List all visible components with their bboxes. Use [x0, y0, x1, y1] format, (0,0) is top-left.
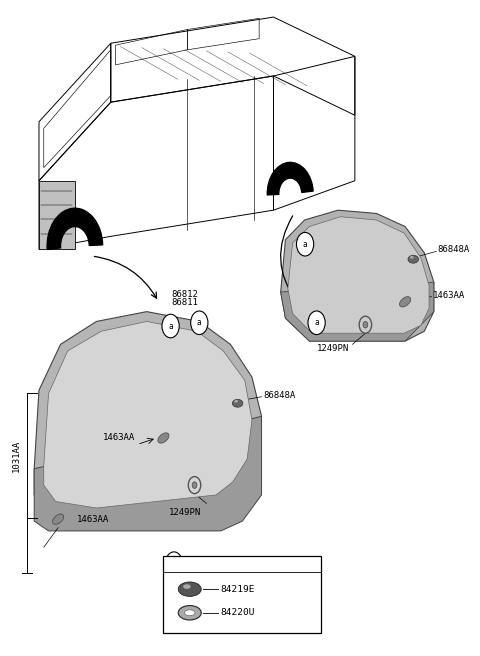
Text: 1249PN: 1249PN [317, 344, 349, 354]
Polygon shape [281, 282, 434, 341]
Ellipse shape [178, 605, 201, 620]
Text: 84220U: 84220U [220, 608, 254, 617]
Circle shape [308, 311, 325, 335]
Text: 1463AA: 1463AA [433, 291, 465, 300]
Text: a: a [168, 321, 173, 331]
FancyBboxPatch shape [163, 556, 322, 633]
Polygon shape [288, 216, 429, 333]
Text: 86848A: 86848A [438, 245, 470, 254]
Ellipse shape [158, 433, 169, 443]
Circle shape [165, 552, 182, 575]
Circle shape [363, 321, 368, 328]
Ellipse shape [232, 400, 243, 407]
Text: a: a [197, 318, 202, 327]
Text: 86812: 86812 [171, 289, 198, 298]
Circle shape [191, 311, 208, 335]
Text: a: a [171, 559, 176, 568]
Text: a: a [314, 318, 319, 327]
Circle shape [162, 314, 179, 338]
Text: 1249PN: 1249PN [169, 508, 201, 517]
Polygon shape [34, 417, 262, 531]
Wedge shape [267, 163, 313, 195]
Wedge shape [47, 208, 103, 249]
Text: 86848A: 86848A [263, 391, 295, 400]
Circle shape [192, 482, 197, 488]
Ellipse shape [52, 514, 64, 524]
Ellipse shape [234, 400, 238, 403]
Text: 84219E: 84219E [220, 584, 254, 594]
Ellipse shape [408, 255, 419, 263]
Polygon shape [39, 180, 75, 249]
Text: 86822B: 86822B [293, 289, 325, 298]
Text: 1031AA: 1031AA [12, 440, 21, 472]
Ellipse shape [178, 582, 201, 596]
Text: 86811: 86811 [171, 298, 198, 307]
Ellipse shape [184, 610, 195, 616]
Text: 1463AA: 1463AA [77, 516, 109, 524]
Ellipse shape [399, 297, 411, 307]
Text: a: a [303, 239, 308, 249]
Polygon shape [281, 210, 434, 341]
Polygon shape [34, 312, 262, 521]
Ellipse shape [410, 256, 414, 258]
Polygon shape [44, 321, 252, 508]
Text: 86821B: 86821B [293, 298, 325, 307]
Text: 1463AA: 1463AA [102, 433, 135, 442]
Ellipse shape [183, 584, 191, 589]
Circle shape [297, 232, 314, 256]
